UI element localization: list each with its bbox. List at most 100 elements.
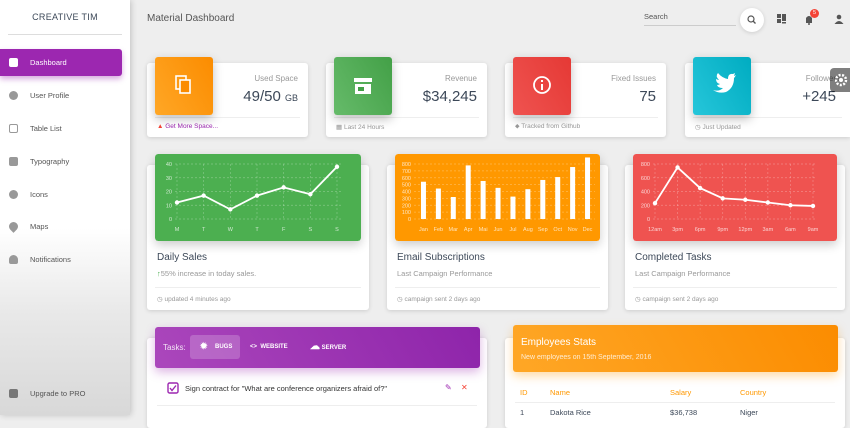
card-subtitle: New employees on 15th September, 2016 bbox=[521, 354, 652, 361]
stat-label: Used Space bbox=[254, 74, 298, 83]
chart-footer: ◷ campaign sent 2 days ago bbox=[397, 296, 481, 303]
checkbox[interactable] bbox=[167, 382, 179, 394]
x-tick-label: Jun bbox=[494, 227, 503, 233]
settings-toggle[interactable] bbox=[830, 68, 850, 92]
bar bbox=[555, 177, 561, 219]
cell: Dakota Rice bbox=[550, 408, 591, 417]
remove-button[interactable]: ✕ bbox=[461, 383, 468, 392]
divider bbox=[334, 117, 479, 118]
nav-item[interactable]: Typography bbox=[0, 148, 122, 175]
x-tick-label: 9pm bbox=[717, 227, 728, 233]
divider bbox=[633, 287, 837, 288]
bar bbox=[585, 157, 591, 219]
y-tick-label: 200 bbox=[641, 203, 650, 209]
tab-label: BUGS bbox=[215, 344, 233, 350]
nav-item[interactable]: Upgrade to PRO bbox=[0, 380, 122, 407]
icon-box bbox=[334, 57, 392, 115]
x-tick-label: S bbox=[335, 227, 339, 233]
y-tick-label: 500 bbox=[402, 183, 411, 189]
y-tick-label: 10 bbox=[166, 203, 172, 209]
search-button[interactable] bbox=[740, 8, 764, 32]
nav-item[interactable]: Dashboard bbox=[0, 49, 122, 76]
point bbox=[675, 165, 680, 170]
chart-background bbox=[633, 154, 837, 241]
point bbox=[697, 185, 703, 191]
x-tick-label: 6am bbox=[785, 227, 796, 233]
x-tick-label: W bbox=[228, 227, 234, 233]
nav-label: Typography bbox=[30, 157, 70, 166]
stat-value: +245 bbox=[802, 88, 836, 105]
nav-item[interactable]: Icons bbox=[0, 181, 122, 208]
stat-label: Revenue bbox=[444, 74, 477, 83]
cell: $36,738 bbox=[670, 408, 698, 417]
nav-label: Table List bbox=[30, 124, 62, 133]
x-tick-label: 3am bbox=[763, 227, 774, 233]
x-tick-label: Feb bbox=[434, 227, 443, 233]
x-tick-label: 12pm bbox=[738, 227, 752, 233]
bar bbox=[570, 167, 576, 219]
column-header: Name bbox=[550, 388, 571, 397]
chart-title: Daily Sales bbox=[157, 252, 208, 263]
stat-footer-text: Tracked from Github bbox=[521, 123, 581, 130]
tab[interactable]: <> WEBSITE bbox=[250, 344, 288, 350]
edit-button[interactable]: ✎ bbox=[445, 383, 452, 392]
y-tick-label: 300 bbox=[402, 196, 411, 202]
x-tick-label: S bbox=[308, 227, 312, 233]
divider bbox=[513, 117, 658, 118]
y-tick-label: 400 bbox=[402, 190, 411, 196]
stat-footer-text: Last 24 Hours bbox=[343, 124, 385, 131]
chart-title: Completed Tasks bbox=[635, 252, 712, 263]
bar bbox=[480, 180, 486, 219]
chart-footer: ◷ campaign sent 2 days ago bbox=[635, 296, 719, 303]
icon bbox=[713, 73, 736, 93]
chart-footer-text: campaign sent 2 days ago bbox=[642, 296, 719, 303]
nav-label: Dashboard bbox=[30, 58, 67, 67]
divider bbox=[157, 405, 477, 406]
bar bbox=[525, 189, 531, 219]
tab-label: WEBSITE bbox=[260, 344, 288, 350]
y-tick-label: 0 bbox=[647, 217, 650, 223]
point bbox=[308, 192, 313, 197]
stat-footer: ▦ Last 24 Hours bbox=[336, 124, 385, 131]
search-input[interactable]: Search bbox=[644, 12, 736, 26]
chart-subtitle: ↑55% increase in today sales. bbox=[157, 269, 257, 278]
notification-badge: 5 bbox=[810, 9, 819, 18]
y-tick-label: 600 bbox=[641, 176, 650, 182]
y-tick-label: 0 bbox=[408, 217, 411, 223]
chart-footer: ◷ updated 4 minutes ago bbox=[157, 296, 231, 303]
x-tick-label: Mai bbox=[479, 227, 488, 233]
icon bbox=[533, 76, 551, 94]
point bbox=[743, 197, 748, 202]
point bbox=[228, 207, 233, 212]
chart-subtitle: Last Campaign Performance bbox=[635, 269, 731, 278]
x-tick-label: Sep bbox=[538, 227, 548, 233]
stat-footer[interactable]: ▲ Get More Space... bbox=[157, 123, 218, 130]
header-icons[interactable] bbox=[776, 12, 846, 28]
line bbox=[654, 166, 814, 207]
x-tick-label: Aug bbox=[523, 227, 533, 233]
y-tick-label: 600 bbox=[402, 176, 411, 182]
x-tick-label: Jan bbox=[419, 227, 428, 233]
point bbox=[810, 203, 816, 209]
stat-value: 75 bbox=[639, 88, 656, 105]
nav-item[interactable]: Table List bbox=[0, 115, 122, 142]
nav-item[interactable]: Maps bbox=[0, 213, 122, 240]
stat-number: 49/50 bbox=[243, 88, 281, 105]
tab[interactable]: ☁ SERVER bbox=[310, 341, 347, 352]
y-tick-label: 30 bbox=[166, 176, 172, 182]
divider bbox=[8, 34, 122, 35]
x-tick-label: M bbox=[175, 227, 180, 233]
divider bbox=[155, 117, 300, 118]
tasks-header: Tasks: ✹ BUGS <> WEBSITE ☁ SERVER bbox=[155, 327, 480, 368]
nav-item[interactable]: Notifications bbox=[0, 246, 122, 273]
tasks-label: Tasks: bbox=[163, 343, 186, 352]
stat-footer-text: Get More Space... bbox=[165, 123, 218, 130]
nav-item[interactable]: User Profile bbox=[0, 82, 122, 109]
bar bbox=[465, 165, 471, 219]
stat-footer-text: Just Updated bbox=[702, 124, 741, 131]
tab[interactable]: ✹ BUGS bbox=[190, 335, 240, 359]
nav-label: Notifications bbox=[30, 255, 71, 264]
y-tick-label: 40 bbox=[166, 162, 172, 168]
y-tick-label: 800 bbox=[402, 162, 411, 168]
y-tick-label: 100 bbox=[402, 210, 411, 216]
